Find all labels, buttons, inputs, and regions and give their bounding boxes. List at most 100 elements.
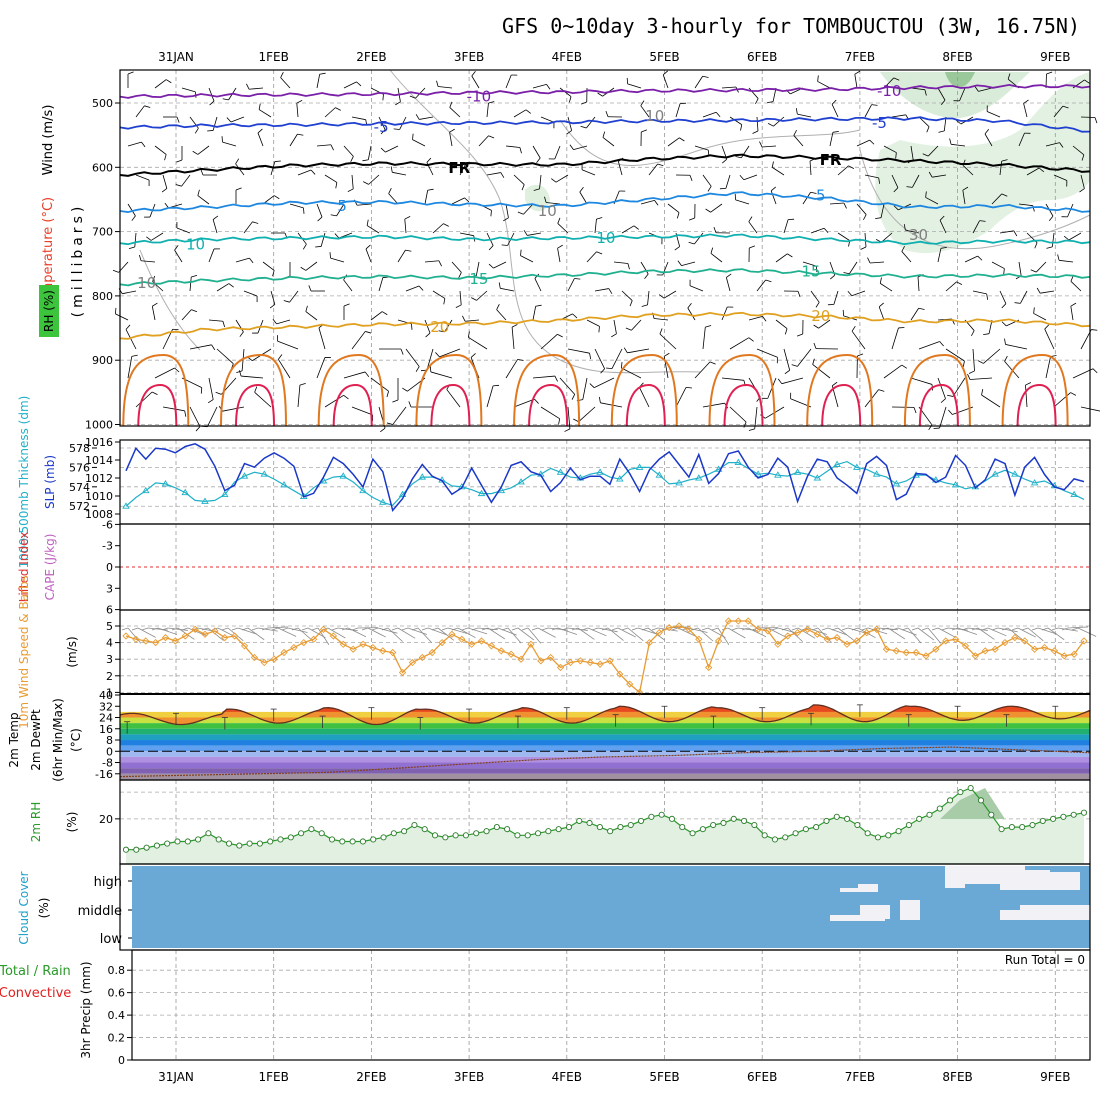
wind10m-barb-flag (451, 627, 459, 631)
wind10m-marker (833, 633, 841, 642)
thickness-marker (1011, 470, 1019, 477)
upper-barb (324, 174, 338, 183)
upper-barb-flag (164, 202, 169, 209)
wind10m-barb-flag (181, 627, 189, 631)
upper-barb (829, 202, 844, 205)
upper-barb-flag (596, 251, 603, 255)
upper-barb-flag (1094, 117, 1098, 124)
upper-barb (478, 135, 489, 147)
wind10m-marker (823, 635, 831, 643)
upper-barb (465, 319, 480, 322)
cloud-patch (945, 866, 965, 888)
upper-barb (277, 340, 299, 350)
upper-barb (305, 311, 318, 321)
rh2m-marker (514, 832, 521, 839)
wind10m-marker (645, 638, 654, 647)
wind10m-barb (1057, 627, 1078, 632)
wind10m-barb-flag (301, 627, 309, 631)
precip-grid (132, 950, 1090, 1060)
wind10m-barb (217, 627, 237, 638)
thickness-marker (635, 463, 644, 470)
upper-barb (999, 230, 1014, 234)
upper-barb (829, 132, 834, 147)
upper-barb (189, 344, 212, 350)
rh2m-label: 20 (99, 813, 113, 826)
rh2m-marker (411, 821, 418, 829)
upper-barb (756, 279, 766, 292)
upper-barb-flag (429, 365, 432, 372)
upper-barb (582, 377, 588, 400)
bottom-date-label: 8FEB (942, 1070, 972, 1084)
upper-barb-flag (222, 321, 226, 328)
upper-barb (754, 406, 758, 429)
wind10m-barb-flag (941, 627, 949, 631)
upper-barb-flag (455, 304, 462, 308)
upper-barb-flag (1001, 321, 1007, 327)
upper-barb-flag (602, 131, 606, 138)
upper-barb-flag (707, 186, 712, 192)
wind10m-barb-flag (561, 627, 569, 631)
wind10m-barb-flag (841, 627, 849, 631)
upper-barb-flag (176, 116, 180, 123)
upper-barb (951, 143, 966, 147)
upper-barb (910, 145, 914, 160)
upper-barb (743, 174, 758, 181)
upper-barb-flag (817, 75, 819, 82)
upper-barb-flag (1092, 368, 1098, 374)
upper-barb (748, 87, 759, 99)
upper-barb (249, 87, 264, 90)
rh2m-marker (504, 826, 511, 833)
upper-barb-flag (283, 300, 290, 303)
temp2m-ylabel2: 2m DewPt (29, 709, 43, 771)
upper-barb-flag (564, 428, 571, 432)
upper-barb-flag (269, 304, 276, 309)
wind10m-frame (119, 609, 1091, 695)
upper-barb (1044, 328, 1055, 350)
upper-barb (962, 164, 974, 176)
upper-barb-flag (674, 246, 680, 251)
wind10m-barb-flag (261, 627, 269, 631)
upper-barb (405, 285, 420, 292)
upper-barb-flag (449, 101, 453, 108)
contour-25 (708, 353, 776, 427)
upper-barb-flag (847, 291, 853, 297)
upper-barb (721, 306, 728, 321)
wind10m-barb-flag (1011, 627, 1019, 631)
pressure-label: 1000 (85, 419, 113, 432)
upper-barb (520, 255, 534, 263)
upper-barb-flag (1014, 302, 1021, 304)
wind10m-barb-flag (891, 627, 899, 631)
upper-barb (1053, 174, 1068, 181)
wind10m-barb-flag (341, 627, 349, 631)
upper-barb (939, 220, 947, 234)
contour-label: 15 (469, 270, 488, 288)
upper-barb-flag (521, 184, 525, 191)
wind10m-barb (237, 627, 258, 635)
upper-barb-flag (771, 161, 774, 168)
upper-barb-flag (164, 154, 167, 161)
upper-barb (729, 337, 750, 350)
upper-barb (602, 137, 615, 147)
upper-barb-flag (393, 128, 400, 130)
contour-30 (528, 383, 569, 427)
upper-barb (1025, 385, 1028, 408)
upper-barb-flag (679, 137, 685, 142)
upper-barb (289, 290, 299, 303)
upper-barb (115, 313, 129, 321)
upper-barb-flag (554, 375, 558, 382)
upper-barb-flag (1063, 235, 1070, 241)
upper-barb (880, 203, 885, 218)
wind10m-marker (477, 637, 486, 645)
cloud-patch (860, 905, 890, 919)
wind10m-marker (329, 632, 338, 640)
wind10m-barb (157, 627, 178, 635)
upper-barb-flag (878, 302, 884, 308)
upper-barb-flag (191, 274, 198, 278)
rh2m-marker (1050, 815, 1057, 822)
rh2m-axis: 20 (99, 813, 120, 826)
upper-barb (802, 192, 811, 205)
dewpoint-line (119, 746, 1091, 778)
upper-barb-flag (925, 191, 927, 198)
upper-barb-flag (854, 70, 861, 75)
wind10m-barb-flag (521, 627, 529, 631)
